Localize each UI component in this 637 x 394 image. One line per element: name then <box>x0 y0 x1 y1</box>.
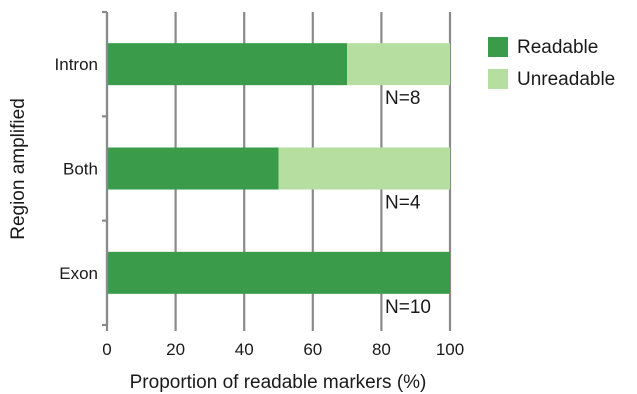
x-tick-label: 80 <box>372 340 391 359</box>
x-tick-label: 60 <box>303 340 322 359</box>
sample-size-label: N=10 <box>385 297 431 318</box>
bars <box>107 43 450 294</box>
sample-size-label: N=4 <box>385 193 421 214</box>
category-label: Intron <box>55 55 98 74</box>
bar-exon-readable <box>107 251 450 294</box>
x-axis-title: Proportion of readable markers (%) <box>130 372 427 393</box>
x-tick-label: 0 <box>102 340 111 359</box>
legend-label-unreadable: Unreadable <box>517 69 615 90</box>
category-label: Exon <box>59 264 98 283</box>
legend: Readable Unreadable <box>488 37 615 90</box>
y-axis-title: Region amplified <box>8 98 29 240</box>
x-tick-label: 20 <box>166 340 185 359</box>
bar-both-readable <box>107 147 279 190</box>
bar-intron-readable <box>107 43 348 86</box>
legend-label-readable: Readable <box>517 37 598 58</box>
x-tick-label: 100 <box>436 340 464 359</box>
legend-swatch-readable <box>488 37 508 57</box>
x-tick-label: 40 <box>235 340 254 359</box>
axes <box>102 10 109 327</box>
bar-intron-unreadable <box>347 43 450 86</box>
bar-both-unreadable <box>278 147 450 190</box>
legend-swatch-unreadable <box>488 69 508 89</box>
sample-size-label: N=8 <box>385 88 420 109</box>
labels: 0 20 40 60 80 100 Intron N=8 Both N=4 Exon N=10 <box>55 55 465 359</box>
category-label: Both <box>63 160 98 179</box>
